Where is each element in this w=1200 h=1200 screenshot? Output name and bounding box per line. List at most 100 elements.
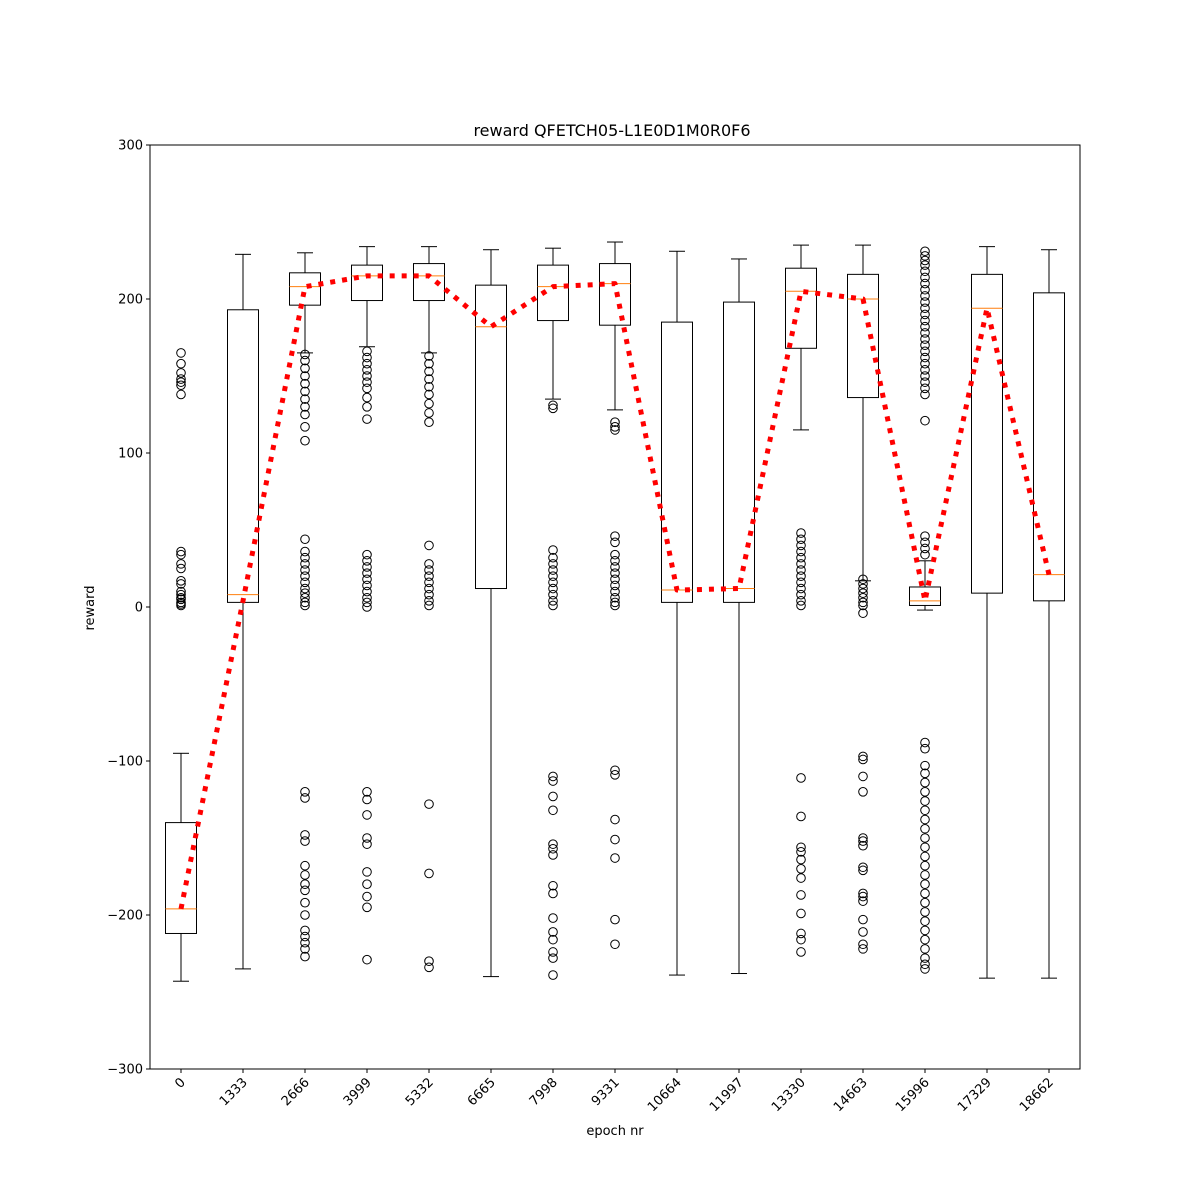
outlier-point	[362, 402, 372, 412]
outlier-point	[362, 346, 372, 357]
outlier-point	[362, 383, 372, 394]
outlier-point	[920, 358, 930, 369]
outlier-point	[920, 389, 930, 400]
outlier-point	[610, 425, 620, 435]
outlier-point	[796, 864, 806, 874]
outlier-point	[610, 422, 620, 432]
outlier-point	[300, 600, 310, 611]
outlier-point	[300, 830, 310, 840]
outlier-point	[548, 583, 558, 594]
outlier-point	[796, 811, 806, 822]
box-iqr	[1033, 292, 1065, 602]
outlier-point	[920, 246, 930, 257]
box-18662	[1033, 249, 1065, 979]
outlier-point	[362, 954, 372, 965]
outlier-point	[362, 352, 372, 363]
outlier-point	[796, 552, 806, 563]
y-tick-label: 300	[118, 139, 143, 154]
y-tick-label: 200	[118, 293, 143, 308]
box-10664	[661, 250, 693, 976]
outlier-point	[548, 400, 558, 411]
outlier-point	[920, 823, 930, 834]
outlier-point	[610, 770, 620, 780]
outlier-point	[176, 594, 186, 605]
outlier-point	[300, 355, 310, 366]
box-15996	[909, 246, 941, 974]
outlier-point	[548, 565, 558, 575]
outlier-point	[920, 340, 930, 351]
outlier-point	[920, 870, 930, 880]
outlier-point	[300, 870, 310, 880]
outlier-point	[424, 398, 434, 409]
outlier-point	[796, 565, 806, 575]
outlier-point	[796, 589, 806, 600]
outlier-point	[610, 592, 620, 603]
outlier-point	[920, 907, 930, 917]
outlier-point	[858, 592, 868, 603]
outlier-point	[610, 765, 620, 776]
outlier-point	[424, 381, 434, 392]
outlier-point	[920, 321, 930, 332]
outlier-point	[548, 843, 558, 854]
outlier-point	[920, 303, 930, 314]
outlier-point	[424, 374, 434, 384]
outlier-point	[548, 913, 558, 923]
outlier-point	[300, 787, 310, 797]
outlier-point	[920, 251, 930, 261]
outlier-point	[920, 925, 930, 936]
outlier-point	[424, 408, 434, 418]
box-17329	[971, 246, 1003, 979]
outlier-point	[300, 349, 310, 360]
box-9331	[599, 241, 631, 950]
outlier-point	[424, 565, 434, 575]
outlier-point	[300, 546, 310, 557]
outlier-point	[920, 964, 930, 974]
outlier-point	[548, 589, 558, 600]
box-iqr	[599, 263, 631, 326]
outlier-point	[796, 890, 806, 900]
y-tick-label: −300	[107, 1063, 143, 1078]
outlier-point	[176, 549, 186, 560]
outlier-point	[858, 583, 868, 594]
outlier-point	[858, 579, 868, 589]
outlier-point	[858, 865, 868, 876]
outlier-point	[920, 266, 930, 277]
outlier-point	[920, 897, 930, 908]
outlier-point	[176, 546, 186, 557]
x-axis-label: epoch nr	[586, 1124, 644, 1139]
box-iqr	[909, 586, 941, 606]
outlier-point	[548, 552, 558, 563]
outlier-point	[300, 559, 310, 569]
outlier-point	[610, 853, 620, 863]
outlier-point	[176, 377, 186, 387]
outlier-point	[796, 908, 806, 919]
outlier-point	[920, 860, 930, 871]
outlier-point	[610, 537, 620, 548]
outlier-point	[424, 389, 434, 400]
outlier-point	[300, 944, 310, 954]
outlier-point	[176, 559, 186, 569]
outlier-point	[796, 528, 806, 538]
outlier-point	[920, 346, 930, 357]
outlier-point	[610, 556, 620, 566]
outlier-point	[610, 574, 620, 585]
outlier-point	[858, 751, 868, 762]
outlier-point	[300, 931, 310, 942]
outlier-point	[300, 378, 310, 389]
outlier-point	[858, 588, 868, 598]
outlier-point	[920, 260, 930, 270]
plot-area	[165, 241, 1065, 982]
outlier-point	[796, 773, 806, 783]
outlier-point	[858, 888, 868, 899]
outlier-point	[858, 914, 868, 925]
outlier-point	[920, 315, 930, 326]
outlier-point	[362, 879, 372, 890]
outlier-point	[858, 608, 868, 618]
outlier-point	[300, 394, 310, 404]
outlier-point	[362, 902, 372, 913]
outlier-point	[548, 403, 558, 414]
outlier-point	[858, 939, 868, 950]
outlier-point	[858, 836, 868, 846]
outlier-point	[362, 833, 372, 843]
box-iqr	[537, 264, 569, 322]
